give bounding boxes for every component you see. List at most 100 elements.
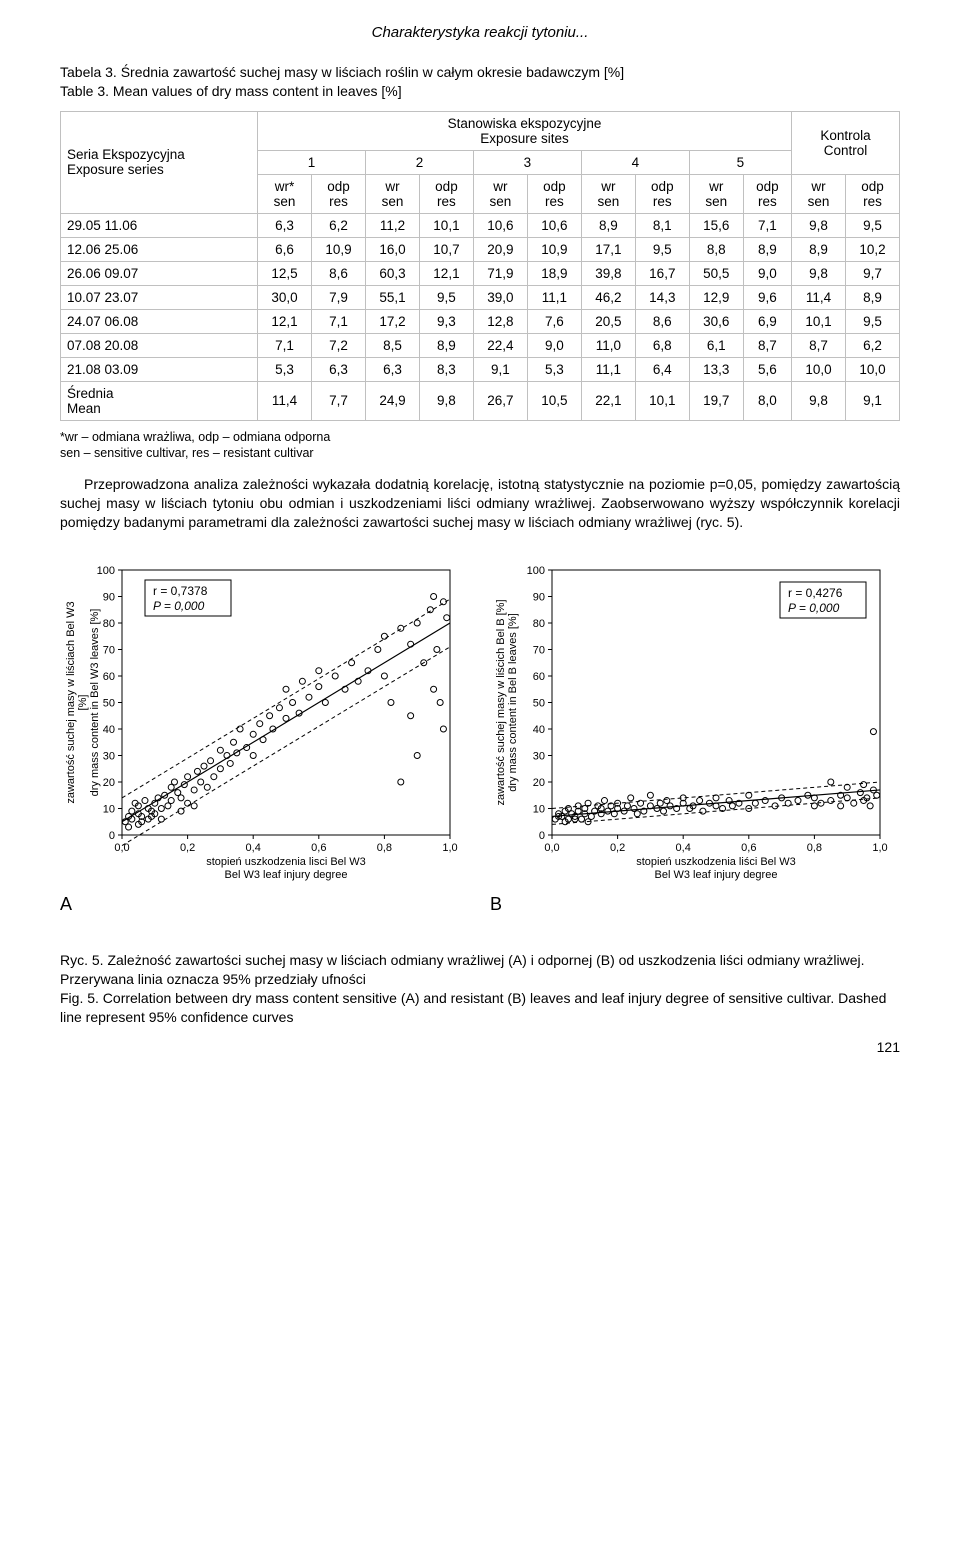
subhead-odp: odpres (743, 174, 791, 213)
cell: 8,7 (792, 333, 846, 357)
cell: 10,5 (527, 381, 581, 420)
table3-caption-pl: Tabela 3. Średnia zawartość suchej masy … (60, 64, 624, 80)
cell: 5,3 (258, 357, 312, 381)
ytick-label: 40 (103, 724, 115, 736)
cell: 10,6 (473, 213, 527, 237)
cell: 6,6 (258, 237, 312, 261)
panel-letter-a: A (60, 894, 470, 915)
cell: 9,5 (635, 237, 689, 261)
cell: 10,1 (419, 213, 473, 237)
subhead-wr: wrsen (581, 174, 635, 213)
cell: 8,1 (635, 213, 689, 237)
row-label: 07.08 20.08 (61, 333, 258, 357)
running-title: Charakterystyka reakcji tytoniu... (60, 24, 900, 41)
subhead-odp: odpres (419, 174, 473, 213)
ytick-label: 100 (527, 565, 545, 577)
row-label: 26.06 09.07 (61, 261, 258, 285)
cell: 6,4 (635, 357, 689, 381)
cell: 30,0 (258, 285, 312, 309)
page-number: 121 (877, 1039, 900, 1055)
subhead-odp: odpres (527, 174, 581, 213)
cell: 11,1 (527, 285, 581, 309)
cell: 10,9 (312, 237, 366, 261)
cell: 7,9 (312, 285, 366, 309)
cell: 8,9 (419, 333, 473, 357)
cell: 10,7 (419, 237, 473, 261)
cell: 26,7 (473, 381, 527, 420)
site-head: 1 (258, 150, 366, 174)
table-row: 29.05 11.066,36,211,210,110,610,68,98,11… (61, 213, 900, 237)
fig5-caption-en: Fig. 5. Correlation between dry mass con… (60, 990, 886, 1025)
cell: 9,0 (527, 333, 581, 357)
cell: 17,1 (581, 237, 635, 261)
cell: 15,6 (689, 213, 743, 237)
xlabel-en: Bel W3 leaf injury degree (655, 869, 778, 881)
cell: 12,5 (258, 261, 312, 285)
ytick-label: 80 (103, 618, 115, 630)
cell: 9,8 (792, 213, 846, 237)
table-row: 12.06 25.066,610,916,010,720,910,917,19,… (61, 237, 900, 261)
table3-footnote: *wr – odmiana wrażliwa, odp – odmiana od… (60, 429, 900, 462)
cell: 8,0 (743, 381, 791, 420)
cell: 9,3 (419, 309, 473, 333)
ytick-label: 0 (109, 830, 115, 842)
ytick-label: 0 (539, 830, 545, 842)
row-label: 24.07 06.08 (61, 309, 258, 333)
cell: 12,1 (258, 309, 312, 333)
cell: 8,9 (743, 237, 791, 261)
row-label: 21.08 03.09 (61, 357, 258, 381)
cell: 12,1 (419, 261, 473, 285)
xtick-label: 0,6 (741, 842, 756, 854)
cell: 7,1 (258, 333, 312, 357)
charts-row: 01020304050607080901000,00,20,40,60,81,0… (60, 560, 900, 915)
xtick-label: 0,0 (114, 842, 129, 854)
ytick-label: 100 (97, 565, 115, 577)
site-head: 3 (473, 150, 581, 174)
site-head: 2 (365, 150, 473, 174)
cell: 60,3 (365, 261, 419, 285)
chart-a-svg: 01020304050607080901000,00,20,40,60,81,0… (60, 560, 460, 890)
cell: 50,5 (689, 261, 743, 285)
ytick-label: 60 (533, 671, 545, 683)
cell: 9,6 (743, 285, 791, 309)
table3-control-pl: Kontrola (820, 128, 870, 143)
ytick-label: 20 (533, 777, 545, 789)
cell: 5,6 (743, 357, 791, 381)
fig5-caption-pl: Ryc. 5. Zależność zawartości suchej masy… (60, 952, 865, 987)
subhead-odp: odpres (635, 174, 689, 213)
cell: 20,5 (581, 309, 635, 333)
subhead-odp: odpres (845, 174, 899, 213)
ylabel-en: dry mass content in Bel W3 leaves [%] (89, 609, 101, 797)
xtick-label: 1,0 (442, 842, 457, 854)
table3-rowhead: Seria Ekspozycyjna Exposure series (61, 111, 258, 213)
table3: Seria Ekspozycyjna Exposure series Stano… (60, 111, 900, 421)
cell: 39,0 (473, 285, 527, 309)
subhead-wr: wrsen (473, 174, 527, 213)
cell: 8,7 (743, 333, 791, 357)
site-head: 4 (581, 150, 689, 174)
ytick-label: 90 (103, 591, 115, 603)
stats-r: r = 0,7378 (153, 584, 208, 598)
cell: 9,8 (419, 381, 473, 420)
subhead-wr: wrsen (365, 174, 419, 213)
cell: 20,9 (473, 237, 527, 261)
cell: 22,4 (473, 333, 527, 357)
cell: 55,1 (365, 285, 419, 309)
row-label: 10.07 23.07 (61, 285, 258, 309)
cell: 6,2 (845, 333, 899, 357)
cell: 16,0 (365, 237, 419, 261)
table3-tophead: Stanowiska ekspozycyjne Exposure sites (258, 111, 792, 150)
cell: 71,9 (473, 261, 527, 285)
table3-tophead-pl: Stanowiska ekspozycyjne (448, 116, 602, 131)
cell: 39,8 (581, 261, 635, 285)
cell: 6,1 (689, 333, 743, 357)
cell: 7,2 (312, 333, 366, 357)
table3-control-head: Kontrola Control (792, 111, 900, 174)
cell: 9,8 (792, 381, 846, 420)
cell: 8,5 (365, 333, 419, 357)
xtick-label: 0,2 (610, 842, 625, 854)
cell: 8,3 (419, 357, 473, 381)
stats-p: P = 0,000 (788, 601, 840, 615)
ytick-label: 30 (533, 750, 545, 762)
cell: 8,6 (635, 309, 689, 333)
